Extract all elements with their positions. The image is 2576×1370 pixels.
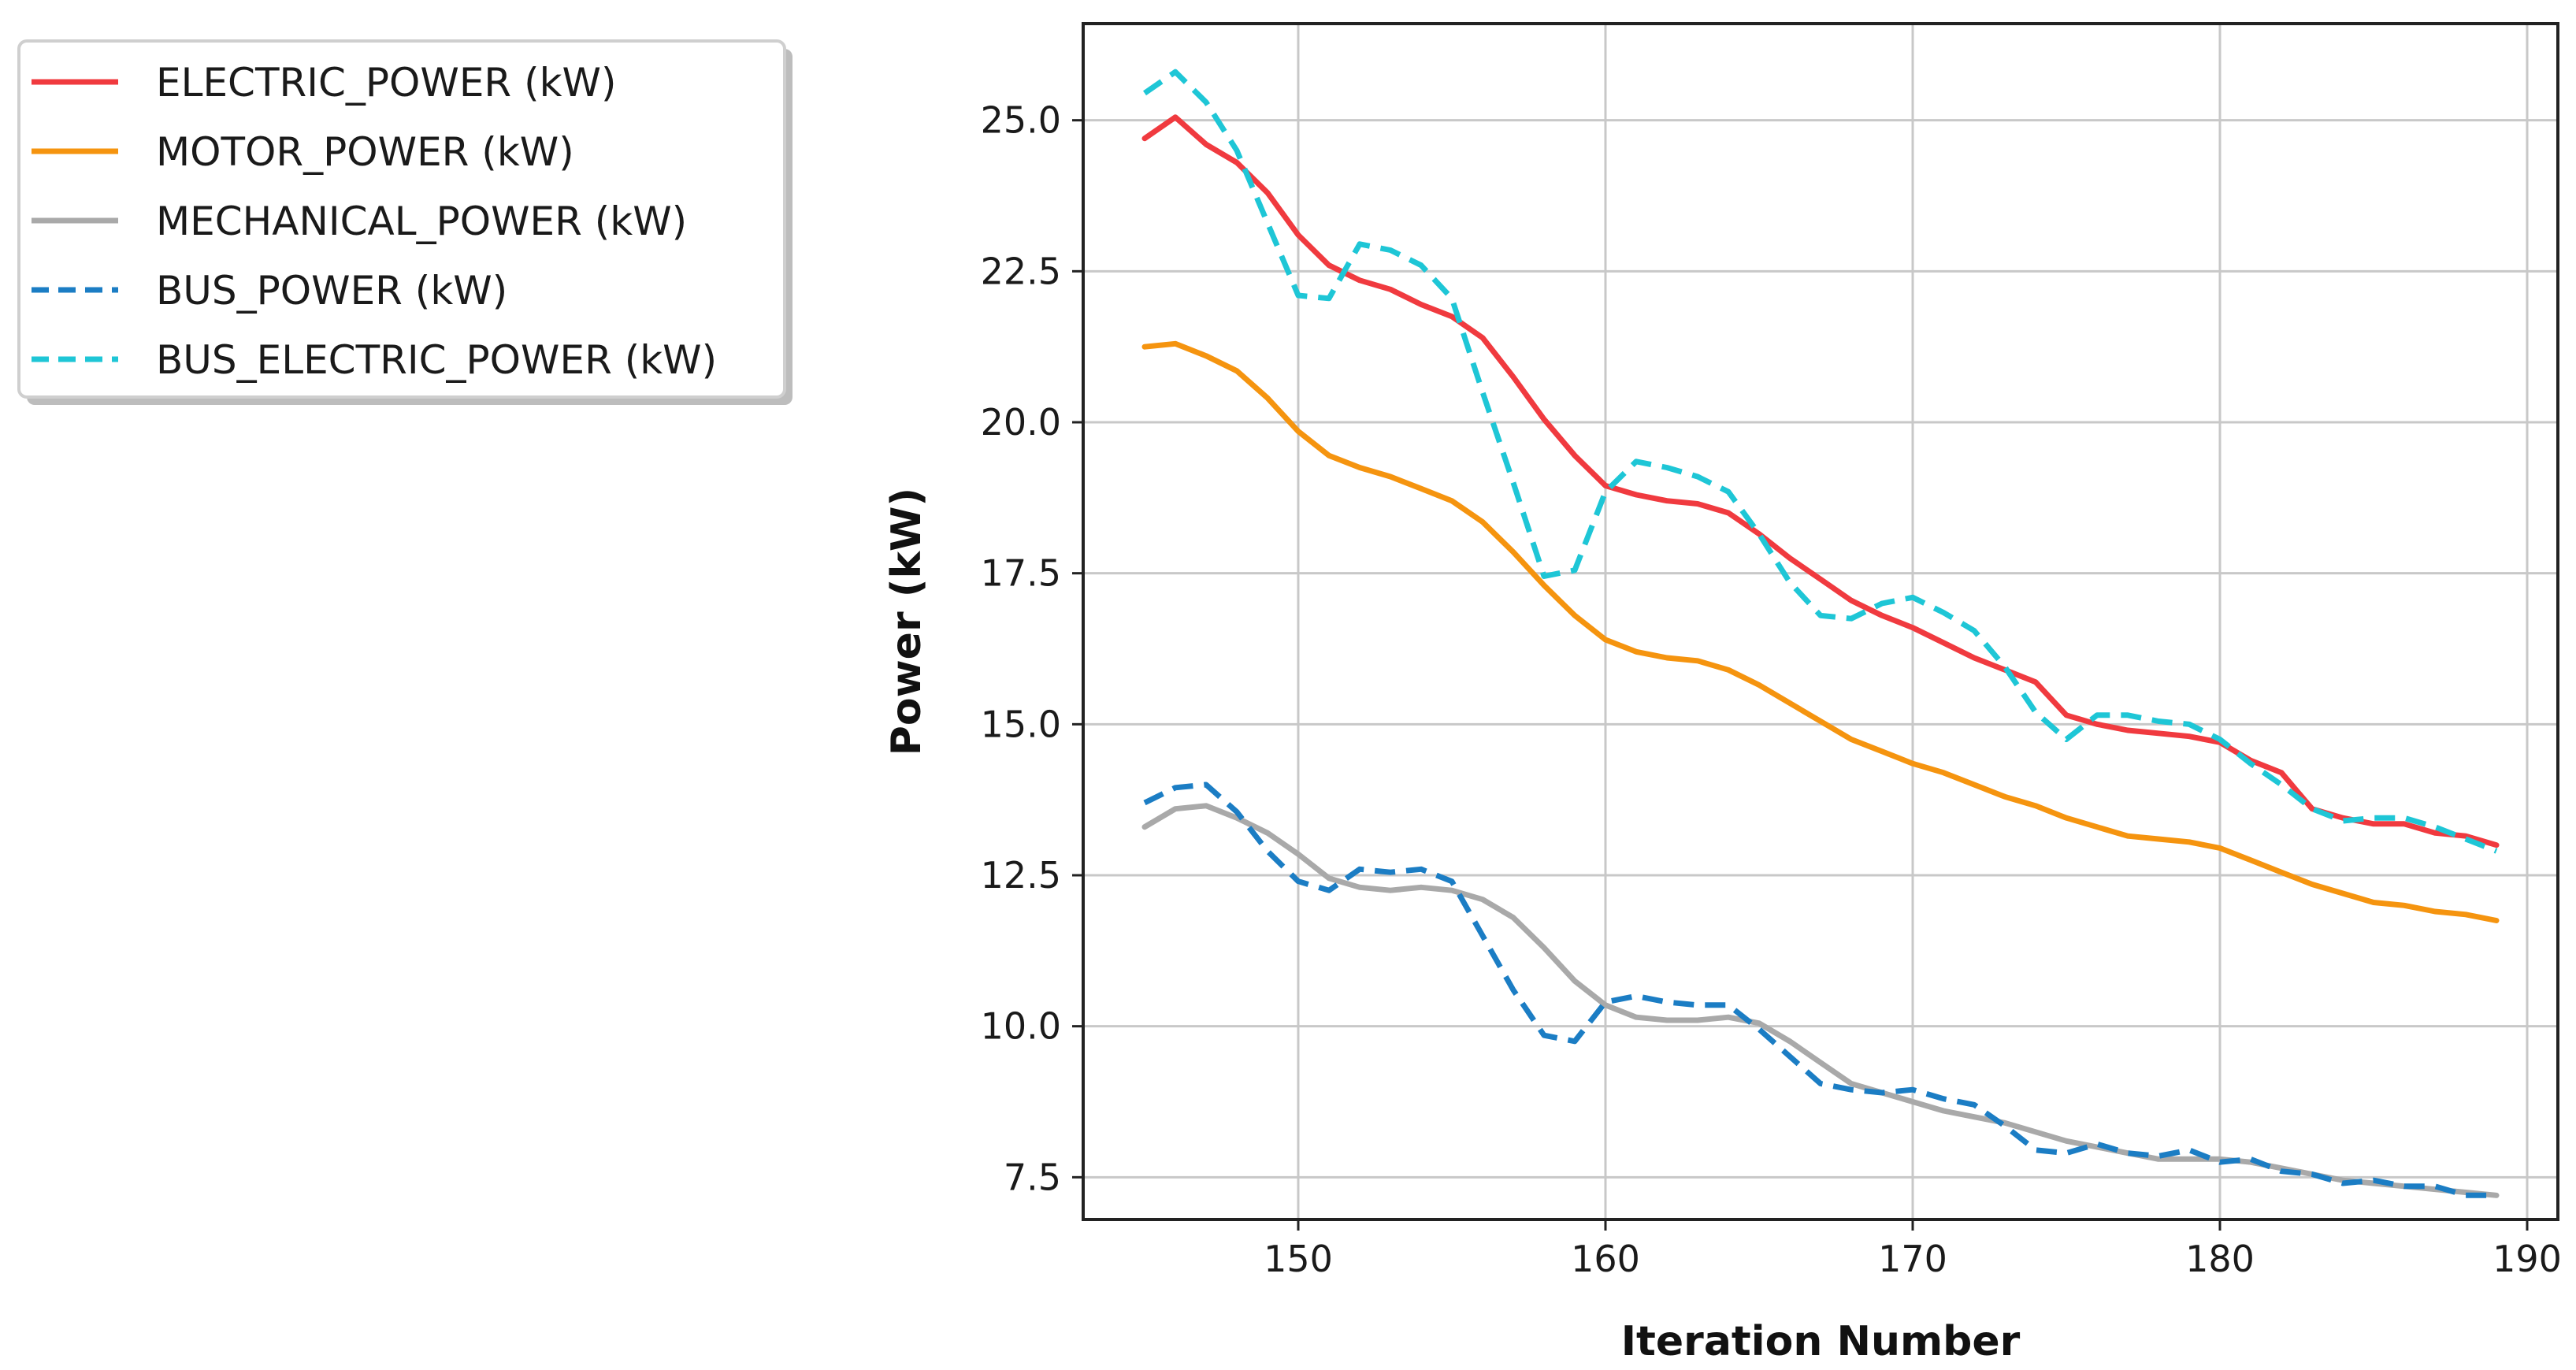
- series-line-electric-power-kw: [1141, 114, 2500, 848]
- legend-label-motor-power-kw: MOTOR_POWER (kW): [156, 129, 574, 175]
- y-tick-label: 17.5: [981, 552, 1061, 595]
- series-line-bus-power-kw: [1143, 782, 2496, 1198]
- x-tick-label: 160: [1571, 1238, 1640, 1280]
- x-tick-label: 150: [1264, 1238, 1333, 1280]
- legend-label-bus-power-kw: BUS_POWER (kW): [156, 268, 507, 314]
- legend-entries: ELECTRIC_POWER (kW) MOTOR_POWER (kW) MECHA…: [32, 60, 717, 383]
- y-tick-label: 20.0: [981, 401, 1061, 444]
- y-tick-label: 25.0: [981, 99, 1061, 142]
- legend-label-mechanical-power-kw: MECHANICAL_POWER (kW): [156, 199, 687, 244]
- legend-label-bus-electric-power-kw: BUS_ELECTRIC_POWER (kW): [156, 337, 717, 383]
- x-tick-label: 170: [1878, 1238, 1947, 1280]
- series-lines: [1141, 69, 2500, 1198]
- y-tick-label: 15.0: [981, 703, 1061, 745]
- legend-box: [17, 39, 786, 399]
- series-line-bus-electric-power-kw: [1143, 69, 2498, 854]
- axis-ticks: 150 160 170 180 190 7.5 10.0 12.5 15.0 17.5 20.0 22…: [981, 99, 2562, 1280]
- series-line-mechanical-power-kw: [1141, 803, 2500, 1198]
- series-line-motor-power-kw: [1141, 340, 2500, 923]
- y-tick-label: 7.5: [1004, 1156, 1061, 1198]
- y-tick-label: 12.5: [981, 854, 1061, 897]
- y-tick-label: 10.0: [981, 1005, 1061, 1048]
- y-axis-title: Power (kW): [883, 488, 930, 756]
- x-tick-label: 180: [2185, 1238, 2255, 1280]
- y-tick-label: 22.5: [981, 250, 1061, 292]
- legend: ELECTRIC_POWER (kW) MOTOR_POWER (kW) MECHA…: [17, 39, 792, 405]
- x-tick-label: 190: [2492, 1238, 2562, 1280]
- legend-label-electric-power-kw: ELECTRIC_POWER (kW): [156, 60, 616, 106]
- x-axis-title: Iteration Number: [1621, 1318, 2021, 1365]
- plot-frame: [1082, 22, 2559, 1221]
